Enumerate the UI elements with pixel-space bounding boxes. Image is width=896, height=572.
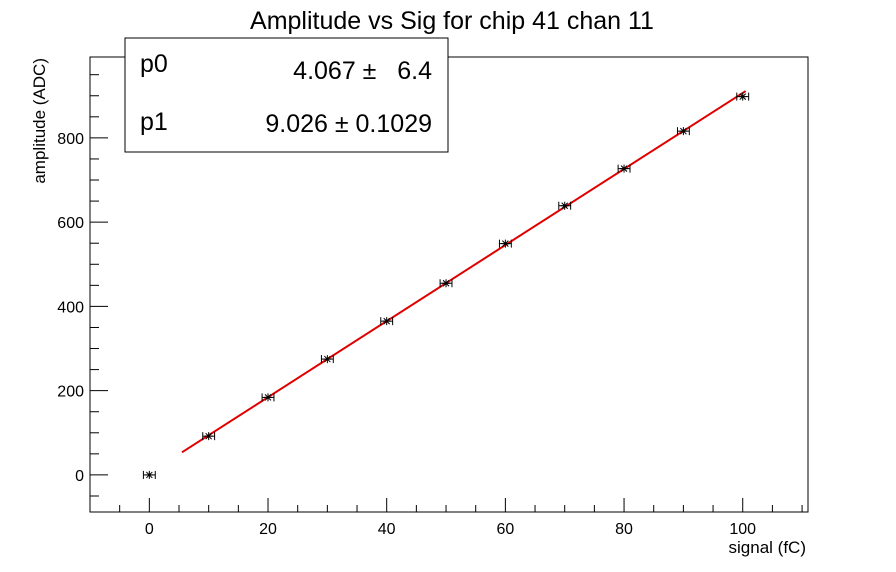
x-tick-label: 80 bbox=[615, 521, 633, 538]
data-point bbox=[320, 355, 334, 364]
fit-layer bbox=[181, 90, 747, 454]
x-axis: 0 20 40 60 80 100 bbox=[89, 498, 803, 538]
points-layer bbox=[142, 92, 750, 479]
data-point bbox=[736, 92, 750, 101]
star-marker bbox=[442, 279, 451, 288]
x-axis-label: signal (fC) bbox=[729, 538, 806, 557]
star-marker bbox=[560, 201, 569, 210]
star-marker bbox=[620, 164, 629, 173]
star-marker bbox=[382, 317, 391, 326]
chart-title: Amplitude vs Sig for chip 41 chan 11 bbox=[250, 7, 654, 35]
data-point bbox=[202, 432, 216, 441]
y-tick-label: 600 bbox=[57, 215, 84, 232]
y-axis-label: amplitude (ADC) bbox=[30, 58, 49, 184]
x-tick-label: 0 bbox=[145, 521, 154, 538]
x-tick-label: 20 bbox=[259, 521, 277, 538]
fit-line bbox=[181, 90, 747, 454]
star-marker bbox=[738, 92, 747, 101]
data-point bbox=[558, 201, 572, 210]
data-point bbox=[142, 470, 156, 479]
star-marker bbox=[264, 393, 273, 402]
star-marker bbox=[501, 239, 510, 248]
stats-param-name-p1: p1 bbox=[140, 108, 168, 136]
stats-param-value-p1: 9.026 ± 0.1029 bbox=[265, 110, 432, 138]
data-point bbox=[617, 164, 631, 173]
star-marker bbox=[323, 355, 332, 364]
data-point bbox=[676, 127, 690, 136]
y-axis: 0 200 400 600 800 bbox=[57, 74, 108, 497]
y-tick-label: 400 bbox=[57, 299, 84, 316]
stats-box-frame bbox=[124, 37, 449, 153]
star-marker bbox=[679, 127, 688, 136]
data-point bbox=[380, 317, 394, 326]
y-tick-label: 200 bbox=[57, 384, 84, 401]
x-tick-label: 40 bbox=[378, 521, 396, 538]
data-point bbox=[261, 393, 275, 402]
star-marker bbox=[145, 470, 154, 479]
stats-param-name-p0: p0 bbox=[140, 50, 168, 78]
data-point bbox=[439, 279, 453, 288]
x-tick-label: 60 bbox=[496, 521, 514, 538]
star-marker bbox=[204, 432, 213, 441]
stats-box: p0 4.067 ± 6.4 p1 9.026 ± 0.1029 bbox=[124, 37, 449, 153]
data-point bbox=[498, 239, 512, 248]
y-tick-label: 0 bbox=[75, 468, 84, 485]
stats-param-value-p0: 4.067 ± 6.4 bbox=[293, 57, 432, 85]
x-tick-label: 100 bbox=[729, 521, 756, 538]
plot-frame bbox=[89, 56, 809, 513]
y-tick-label: 800 bbox=[57, 131, 84, 148]
